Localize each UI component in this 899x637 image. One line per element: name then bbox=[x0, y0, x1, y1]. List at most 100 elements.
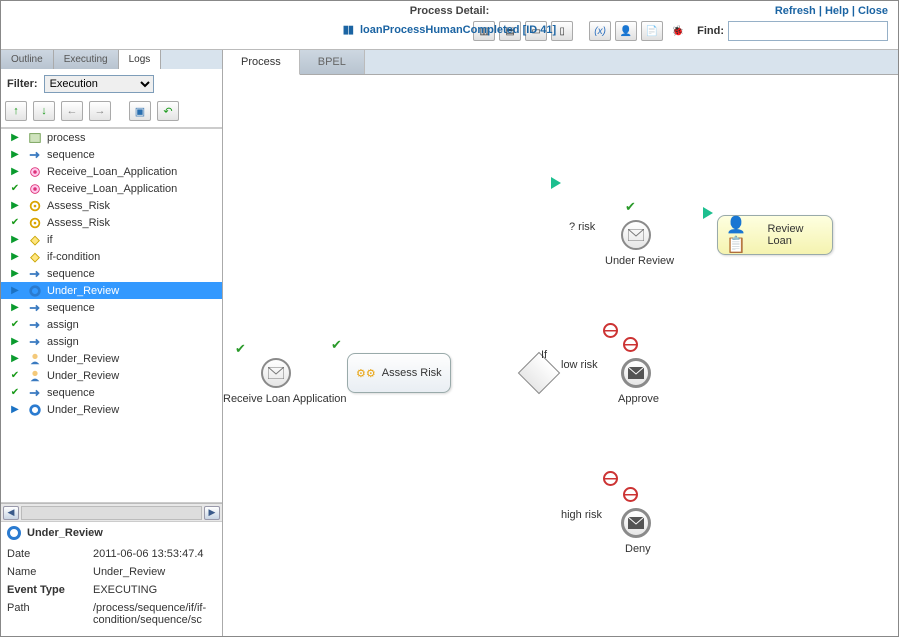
tree[interactable]: ▶process▶sequence▶Receive_Loan_Applicati… bbox=[1, 128, 222, 503]
node-gateway[interactable] bbox=[518, 352, 560, 394]
nav-back[interactable]: ↶ bbox=[157, 101, 179, 121]
node-assess-risk[interactable]: ⚙⚙ Assess Risk bbox=[347, 353, 451, 393]
content-tabs: Process BPEL bbox=[223, 50, 898, 75]
tree-row[interactable]: ▶ Receive_Loan_Application bbox=[1, 163, 222, 180]
scroll-right[interactable]: ▶ bbox=[204, 506, 220, 520]
label-low: low risk bbox=[561, 359, 598, 371]
tree-row-label: sequence bbox=[47, 268, 95, 280]
forbid-icon bbox=[603, 323, 616, 339]
node-review-loan[interactable]: 👤📋 Review Loan bbox=[717, 215, 833, 255]
nav-go[interactable]: ▣ bbox=[129, 101, 151, 121]
tree-row[interactable]: ▶Under_Review bbox=[1, 282, 222, 299]
tree-row[interactable]: ▶Under_Review bbox=[1, 401, 222, 418]
envelope-icon bbox=[628, 517, 644, 529]
nav-right[interactable]: → bbox=[89, 101, 111, 121]
tree-row[interactable]: ✔Receive_Loan_Application bbox=[1, 180, 222, 197]
tree-row-label: process bbox=[47, 132, 86, 144]
label-risk-q: ? risk bbox=[569, 221, 595, 233]
tree-row[interactable]: ✔assign bbox=[1, 316, 222, 333]
node-icon bbox=[27, 131, 43, 145]
node-icon bbox=[27, 318, 43, 332]
tree-row[interactable]: ▶assign bbox=[1, 333, 222, 350]
scroll-left[interactable]: ◀ bbox=[3, 506, 19, 520]
tree-hscroll[interactable]: ◀ ▶ bbox=[1, 503, 222, 521]
check-icon: ✔ bbox=[235, 341, 246, 357]
node-icon bbox=[27, 199, 43, 213]
play-icon bbox=[703, 207, 713, 219]
var-btn[interactable]: (x) bbox=[589, 21, 611, 41]
status-icon: ▶ bbox=[7, 302, 23, 313]
status-icon: ▶ bbox=[7, 285, 23, 296]
doc-btn[interactable]: 📄 bbox=[641, 21, 663, 41]
forbid-icon bbox=[623, 487, 636, 503]
refresh-link[interactable]: Refresh bbox=[775, 5, 816, 17]
status-icon: ▶ bbox=[7, 149, 23, 160]
label-receive: Receive Loan Application bbox=[223, 393, 347, 405]
tree-row[interactable]: ▶sequence bbox=[1, 265, 222, 282]
find-label: Find: bbox=[697, 25, 724, 37]
filter-label: Filter: bbox=[7, 78, 38, 90]
tab-bpel[interactable]: BPEL bbox=[300, 50, 365, 74]
find-input[interactable] bbox=[728, 21, 888, 41]
node-icon bbox=[27, 233, 43, 247]
header: Process Detail: ▮▮ loanProcessHumanCompl… bbox=[1, 1, 898, 49]
label-review: Review Loan bbox=[767, 223, 824, 247]
tree-row[interactable]: ▶if bbox=[1, 231, 222, 248]
prop-date-k: Date bbox=[3, 548, 93, 560]
node-icon bbox=[27, 352, 43, 366]
tree-row[interactable]: ▶process bbox=[1, 129, 222, 146]
tree-row[interactable]: ✔Assess_Risk bbox=[1, 214, 222, 231]
gear-icon: ⚙⚙ bbox=[356, 367, 376, 380]
filter-row: Filter: Execution bbox=[1, 69, 222, 99]
close-link[interactable]: Close bbox=[858, 5, 888, 17]
tab-logs[interactable]: Logs bbox=[119, 50, 162, 69]
tree-row[interactable]: ✔sequence bbox=[1, 384, 222, 401]
node-icon bbox=[27, 403, 43, 417]
properties: Date 2011-06-06 13:53:47.4 Name Under_Re… bbox=[1, 544, 222, 636]
label-deny: Deny bbox=[625, 543, 651, 555]
node-receive[interactable] bbox=[261, 358, 291, 388]
help-link[interactable]: Help bbox=[825, 5, 849, 17]
node-icon bbox=[27, 369, 43, 383]
filter-select[interactable]: Execution bbox=[44, 75, 154, 93]
nav-left[interactable]: ← bbox=[61, 101, 83, 121]
tree-row[interactable]: ✔Under_Review bbox=[1, 367, 222, 384]
forbid-icon bbox=[603, 471, 616, 487]
tree-row[interactable]: ▶ sequence bbox=[1, 299, 222, 316]
process-title-text: loanProcessHumanCompleted [ID 41] bbox=[360, 24, 556, 36]
tree-row-label: sequence bbox=[47, 302, 95, 314]
tree-row-label: assign bbox=[47, 336, 79, 348]
tree-row-label: if-condition bbox=[47, 251, 100, 263]
process-title: ▮▮ loanProcessHumanCompleted [ID 41] bbox=[343, 23, 556, 36]
pause-icon: ▮▮ bbox=[343, 24, 353, 36]
node-under-review-msg[interactable] bbox=[621, 220, 651, 250]
nav-up[interactable]: ↑ bbox=[5, 101, 27, 121]
tab-process[interactable]: Process bbox=[223, 50, 300, 75]
nav-down[interactable]: ↓ bbox=[33, 101, 55, 121]
node-deny[interactable] bbox=[621, 508, 651, 538]
prop-event-v: EXECUTING bbox=[93, 584, 220, 596]
status-icon: ▶ bbox=[7, 251, 23, 262]
tree-row-label: Receive_Loan_Application bbox=[47, 183, 177, 195]
app-frame: Process Detail: ▮▮ loanProcessHumanCompl… bbox=[0, 0, 899, 637]
node-icon bbox=[27, 182, 43, 196]
tab-executing[interactable]: Executing bbox=[54, 50, 119, 69]
node-approve[interactable] bbox=[621, 358, 651, 388]
header-center: Process Detail: ▮▮ loanProcessHumanCompl… bbox=[343, 5, 556, 36]
prop-name-k: Name bbox=[3, 566, 93, 578]
tree-row[interactable]: ▶ sequence bbox=[1, 146, 222, 163]
bug-btn[interactable]: 🐞 bbox=[667, 21, 689, 41]
tab-outline[interactable]: Outline bbox=[1, 50, 54, 69]
user-btn[interactable]: 👤 bbox=[615, 21, 637, 41]
node-icon bbox=[27, 216, 43, 230]
tree-row-label: sequence bbox=[47, 149, 95, 161]
canvas-edges bbox=[223, 75, 523, 225]
status-icon: ▶ bbox=[7, 166, 23, 177]
canvas[interactable]: Receive Loan Application ✔ ⚙⚙ Assess Ris… bbox=[223, 75, 898, 636]
tree-row[interactable]: ▶Assess_Risk bbox=[1, 197, 222, 214]
node-icon bbox=[27, 301, 43, 315]
tree-row[interactable]: ▶Under_Review bbox=[1, 350, 222, 367]
tree-row[interactable]: ▶ if-condition bbox=[1, 248, 222, 265]
tree-row-label: Receive_Loan_Application bbox=[47, 166, 177, 178]
label-high: high risk bbox=[561, 509, 602, 521]
